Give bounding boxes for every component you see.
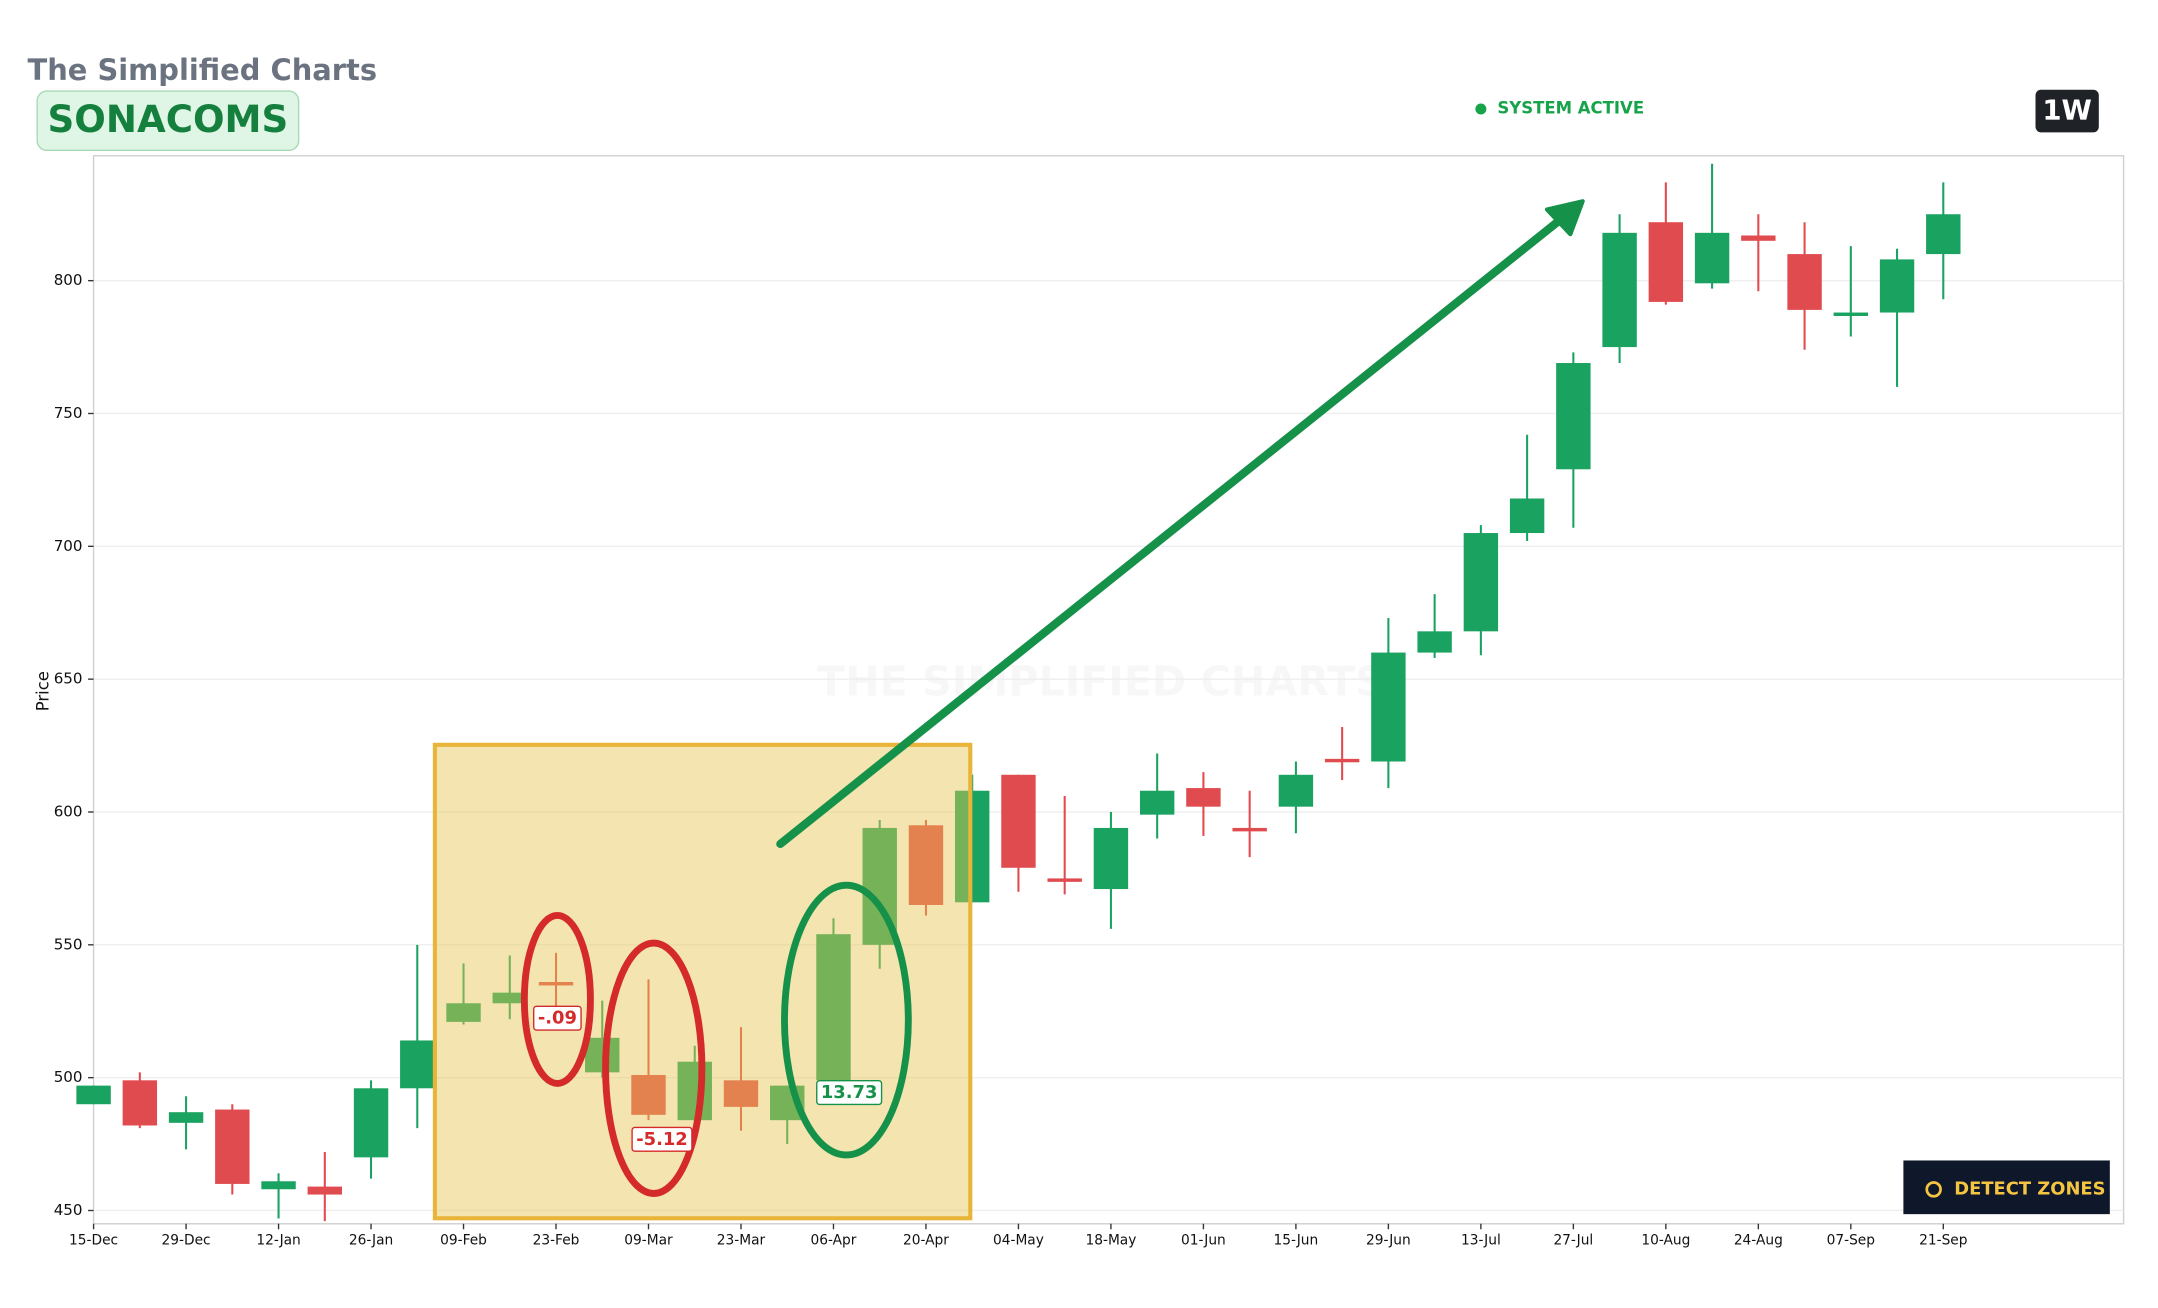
candle-body	[353, 1088, 389, 1158]
annotation: -5.12	[636, 1129, 688, 1150]
x-tick-label: 10-Aug	[1641, 1232, 1690, 1248]
x-tick-label: 13-Jul	[1461, 1232, 1501, 1248]
x-tick-label: 23-Feb	[533, 1232, 580, 1248]
candle-body	[1833, 312, 1869, 316]
candle-body	[1047, 878, 1082, 882]
x-tick-label: 26-Jan	[349, 1232, 393, 1248]
candle-body	[168, 1112, 204, 1123]
y-tick-label: 450	[54, 1201, 83, 1219]
y-tick-label: 800	[54, 271, 83, 289]
candle-body	[492, 992, 527, 1004]
candle-body	[908, 825, 944, 905]
arrow-head	[1544, 199, 1585, 237]
watermark: THE SIMPLIFIED CHARTS	[817, 657, 1385, 705]
y-tick-label: 500	[54, 1068, 83, 1086]
x-tick-label: 04-May	[993, 1232, 1044, 1248]
candle-body	[631, 1075, 666, 1115]
candle-body	[1186, 788, 1221, 807]
timeframe: 1W	[2042, 95, 2092, 127]
highlight-ring	[781, 881, 912, 1159]
timeframe-badge[interactable]	[2035, 89, 2099, 133]
x-tick-label: 29-Jun	[1366, 1232, 1411, 1248]
candle-body	[723, 1080, 759, 1107]
y-tick-label: 550	[54, 935, 83, 953]
candle-body	[307, 1186, 343, 1195]
candle-body	[1232, 827, 1267, 832]
x-tick-label: 21-Sep	[1919, 1232, 1967, 1248]
candle-body	[677, 1061, 712, 1121]
x-tick-label: 09-Feb	[440, 1232, 487, 1248]
x-tick-label: 12-Jan	[256, 1232, 300, 1248]
y-tick-label: 650	[54, 670, 83, 688]
annotation: -.09	[538, 1008, 577, 1029]
candle-body	[215, 1109, 250, 1184]
candle-body	[1602, 232, 1637, 348]
candle-body	[1926, 214, 1961, 255]
x-tick-label: 20-Apr	[903, 1232, 949, 1248]
x-tick-label: 27-Jul	[1553, 1232, 1593, 1248]
candle-body	[1787, 254, 1822, 310]
annotation-box	[533, 1005, 582, 1031]
x-tick-label: 29-Dec	[162, 1232, 211, 1248]
detect-button[interactable]	[1903, 1160, 2110, 1215]
brand: The Simplified Charts	[28, 53, 377, 87]
candle-body	[816, 934, 851, 1081]
x-tick-label: 23-Mar	[717, 1232, 766, 1248]
x-tick-label: 18-May	[1085, 1232, 1136, 1248]
symbol-badge	[36, 90, 300, 151]
x-tick-label: 09-Mar	[624, 1232, 673, 1248]
trend-arrow	[776, 210, 1571, 849]
x-tick-label: 15-Jun	[1274, 1232, 1319, 1248]
candle-body	[1278, 774, 1314, 807]
candle-body	[538, 982, 574, 986]
candle-body	[1093, 827, 1129, 890]
candle-body	[1556, 363, 1591, 470]
candle-body	[1139, 790, 1175, 815]
annotation-box	[816, 1079, 883, 1106]
detect-button-label: DETECT ZONES	[1954, 1178, 2105, 1199]
candle-body	[446, 1003, 481, 1022]
candle-body	[1324, 758, 1360, 763]
candle-body	[1879, 259, 1915, 313]
y-tick-label: 750	[54, 404, 83, 422]
candle-body	[261, 1181, 296, 1190]
x-tick-label: 01-Jun	[1181, 1232, 1226, 1248]
candle-body	[1694, 232, 1730, 284]
y-tick-label: 600	[54, 802, 83, 820]
symbol: SONACOMS	[48, 98, 289, 141]
x-tick-label: 06-Apr	[810, 1232, 856, 1248]
candle-body	[1463, 533, 1499, 632]
highlight-ring	[520, 912, 594, 1087]
zone	[432, 742, 973, 1221]
y-tick-label: 700	[54, 537, 83, 555]
annotation: 13.73	[821, 1082, 878, 1103]
highlight-ring	[602, 939, 706, 1197]
candle-body	[1417, 631, 1452, 653]
x-tick-label: 24-Aug	[1734, 1232, 1783, 1248]
status-dot	[1475, 103, 1487, 115]
candle-body	[1371, 652, 1406, 762]
candle-body	[400, 1040, 435, 1089]
annotation-box	[631, 1126, 693, 1152]
candle-body	[1648, 222, 1684, 302]
candle-body	[1741, 235, 1776, 241]
candle-body	[122, 1080, 158, 1126]
button-icon	[1925, 1181, 1942, 1198]
x-tick-label: 07-Sep	[1827, 1232, 1875, 1248]
candle-body	[76, 1085, 111, 1105]
status: SYSTEM ACTIVE	[1497, 98, 1644, 117]
candle-body	[1509, 498, 1545, 534]
candle-body	[1001, 774, 1036, 868]
x-tick-label: 15-Dec	[69, 1232, 118, 1248]
y-axis-label: Price	[34, 671, 53, 711]
